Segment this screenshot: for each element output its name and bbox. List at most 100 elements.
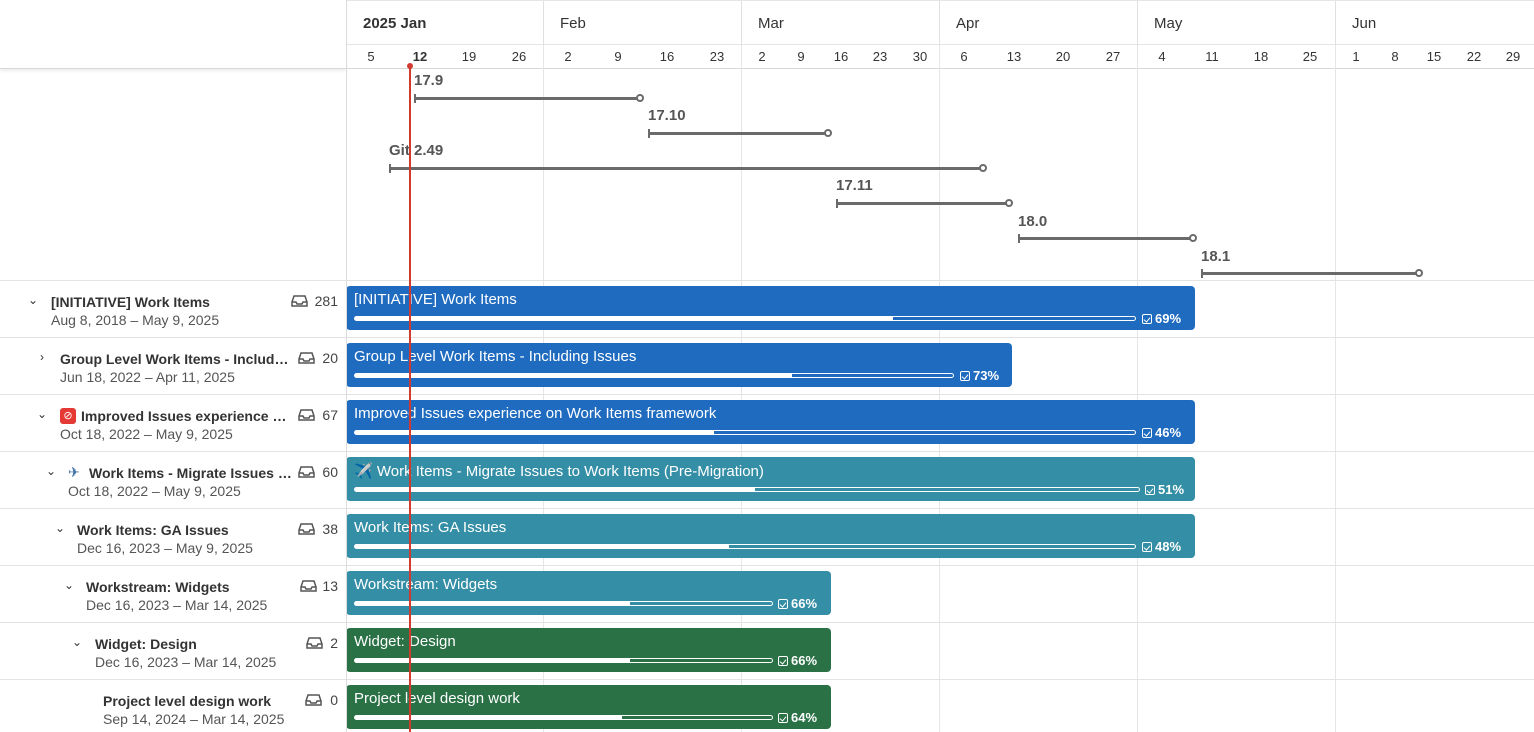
month-header: Feb xyxy=(543,1,741,45)
timeline-weeks-row: 5 12 19 26 2 9 16 23 2 9 16 23 30 6 13 2… xyxy=(347,45,1534,69)
epic-timeline-bar[interactable]: [INITIATIVE] Work Items 69% xyxy=(346,286,1195,330)
month-gridline xyxy=(1137,45,1138,732)
pane-divider[interactable] xyxy=(346,0,347,732)
week-label: 30 xyxy=(912,49,928,64)
progress-percent: 69% xyxy=(1142,311,1181,326)
progress-bar xyxy=(354,316,1136,321)
milestone-label: 17.9 xyxy=(414,72,444,89)
bar-title-text: Work Items - Migrate Issues to Work Item… xyxy=(376,463,764,480)
timeline-months-row: 2025 Jan Feb Mar Apr May Jun xyxy=(347,0,1534,45)
progress-fill xyxy=(355,716,622,719)
child-count: 0 xyxy=(330,692,338,708)
milestone-end-marker xyxy=(824,129,832,137)
week-label: 16 xyxy=(833,49,849,64)
chevron-down-icon[interactable]: ⌄ xyxy=(27,293,39,307)
epic-title[interactable]: Project level design work xyxy=(103,693,272,709)
week-label: 18 xyxy=(1253,49,1269,64)
week-label: 16 xyxy=(659,49,675,64)
epic-timeline-bar[interactable]: Improved Issues experience on Work Items… xyxy=(346,400,1195,444)
milestone-line xyxy=(648,132,826,135)
epic-row[interactable]: › Group Level Work Items - Including Iss… xyxy=(0,338,346,395)
epic-title[interactable]: Improved Issues experience on Work Items… xyxy=(81,408,291,424)
week-label: 6 xyxy=(960,49,968,64)
chevron-down-icon[interactable]: ⌄ xyxy=(54,521,66,535)
child-count: 281 xyxy=(314,293,338,309)
check-square-icon xyxy=(1142,542,1152,552)
epic-timeline-bar[interactable]: Project level design work 64% xyxy=(346,685,831,729)
epic-dates: Jun 18, 2022 – Apr 11, 2025 xyxy=(60,369,235,385)
today-marker-line xyxy=(409,66,411,732)
epic-dates: Sep 14, 2024 – Mar 14, 2025 xyxy=(103,711,285,727)
check-square-icon xyxy=(778,599,788,609)
epic-row[interactable]: ⌄ Work Items: GA Issues Dec 16, 2023 – M… xyxy=(0,509,346,566)
epic-row[interactable]: Project level design work Sep 14, 2024 –… xyxy=(0,680,346,732)
progress-value: 66% xyxy=(791,653,818,668)
stack-icon xyxy=(300,580,317,592)
progress-percent: 66% xyxy=(778,653,817,668)
week-label: 2 xyxy=(758,49,766,64)
progress-fill xyxy=(355,602,631,605)
row-divider xyxy=(0,337,1534,338)
week-label-current: 12 xyxy=(412,49,428,64)
progress-bar xyxy=(354,658,773,663)
chevron-right-icon[interactable]: › xyxy=(40,350,44,364)
epic-title[interactable]: Group Level Work Items - Including Issue… xyxy=(60,351,292,367)
milestone-end-marker xyxy=(636,94,644,102)
milestone-line xyxy=(414,97,638,100)
week-label: 27 xyxy=(1105,49,1121,64)
chevron-down-icon[interactable]: ⌄ xyxy=(63,578,75,592)
milestone-label: 18.0 xyxy=(1018,213,1048,230)
epic-title[interactable]: Work Items - Migrate Issues to Work Item… xyxy=(89,465,292,481)
chevron-down-icon[interactable]: ⌄ xyxy=(36,407,48,421)
progress-fill xyxy=(355,317,894,320)
progress-fill xyxy=(355,545,730,548)
month-gridline xyxy=(741,45,742,732)
month-gridline xyxy=(939,45,940,732)
month-gridline xyxy=(543,45,544,732)
month-header: Apr xyxy=(939,1,1137,45)
blocked-emoji-icon: ⊘ xyxy=(60,408,76,424)
week-label: 1 xyxy=(1352,49,1360,64)
bar-title: Work Items: GA Issues xyxy=(354,519,507,536)
week-label: 20 xyxy=(1055,49,1071,64)
month-header: 2025 Jan xyxy=(363,15,427,32)
epic-timeline-bar[interactable]: Group Level Work Items - Including Issue… xyxy=(346,343,1012,387)
epic-row[interactable]: ⌄ Widget: Design Dec 16, 2023 – Mar 14, … xyxy=(0,623,346,680)
month-header: Jun xyxy=(1335,1,1534,45)
milestone-line xyxy=(389,167,981,170)
epic-timeline-bar[interactable]: Widget: Design 66% xyxy=(346,628,831,672)
row-divider xyxy=(0,508,1534,509)
epic-row[interactable]: ⌄ ⊘ Improved Issues experience on Work I… xyxy=(0,395,346,452)
chevron-down-icon[interactable]: ⌄ xyxy=(71,635,83,649)
epic-title[interactable]: Widget: Design xyxy=(95,636,197,652)
epic-row[interactable]: ⌄ [INITIATIVE] Work Items Aug 8, 2018 – … xyxy=(0,281,346,338)
check-square-icon xyxy=(960,371,970,381)
progress-fill xyxy=(355,659,631,662)
epic-row[interactable]: ⌄ Workstream: Widgets Dec 16, 2023 – Mar… xyxy=(0,566,346,623)
progress-bar xyxy=(354,715,773,720)
check-square-icon xyxy=(1145,485,1155,495)
check-square-icon xyxy=(1142,428,1152,438)
chevron-down-icon[interactable]: ⌄ xyxy=(45,464,57,478)
epic-dates: Dec 16, 2023 – Mar 14, 2025 xyxy=(95,654,277,670)
row-divider xyxy=(0,565,1534,566)
epic-row[interactable]: ⌄ ✈ Work Items - Migrate Issues to Work … xyxy=(0,452,346,509)
epic-timeline-bar[interactable]: Work Items: GA Issues 48% xyxy=(346,514,1195,558)
progress-value: 46% xyxy=(1155,425,1182,440)
milestone-line xyxy=(1201,272,1416,275)
week-label: 13 xyxy=(1006,49,1022,64)
progress-fill xyxy=(355,431,714,434)
month-header: May xyxy=(1137,1,1335,45)
epic-timeline-bar[interactable]: ✈️ Work Items - Migrate Issues to Work I… xyxy=(346,457,1195,501)
epic-title[interactable]: [INITIATIVE] Work Items xyxy=(51,294,210,310)
epic-title[interactable]: Workstream: Widgets xyxy=(86,579,230,595)
progress-bar xyxy=(354,544,1136,549)
milestone-label: 17.10 xyxy=(648,107,686,124)
epic-title[interactable]: Work Items: GA Issues xyxy=(77,522,229,538)
progress-value: 69% xyxy=(1155,311,1182,326)
bar-title: [INITIATIVE] Work Items xyxy=(354,291,517,308)
week-label: 19 xyxy=(461,49,477,64)
epic-timeline-bar[interactable]: Workstream: Widgets 66% xyxy=(346,571,831,615)
stack-icon xyxy=(305,694,322,706)
check-square-icon xyxy=(1142,314,1152,324)
